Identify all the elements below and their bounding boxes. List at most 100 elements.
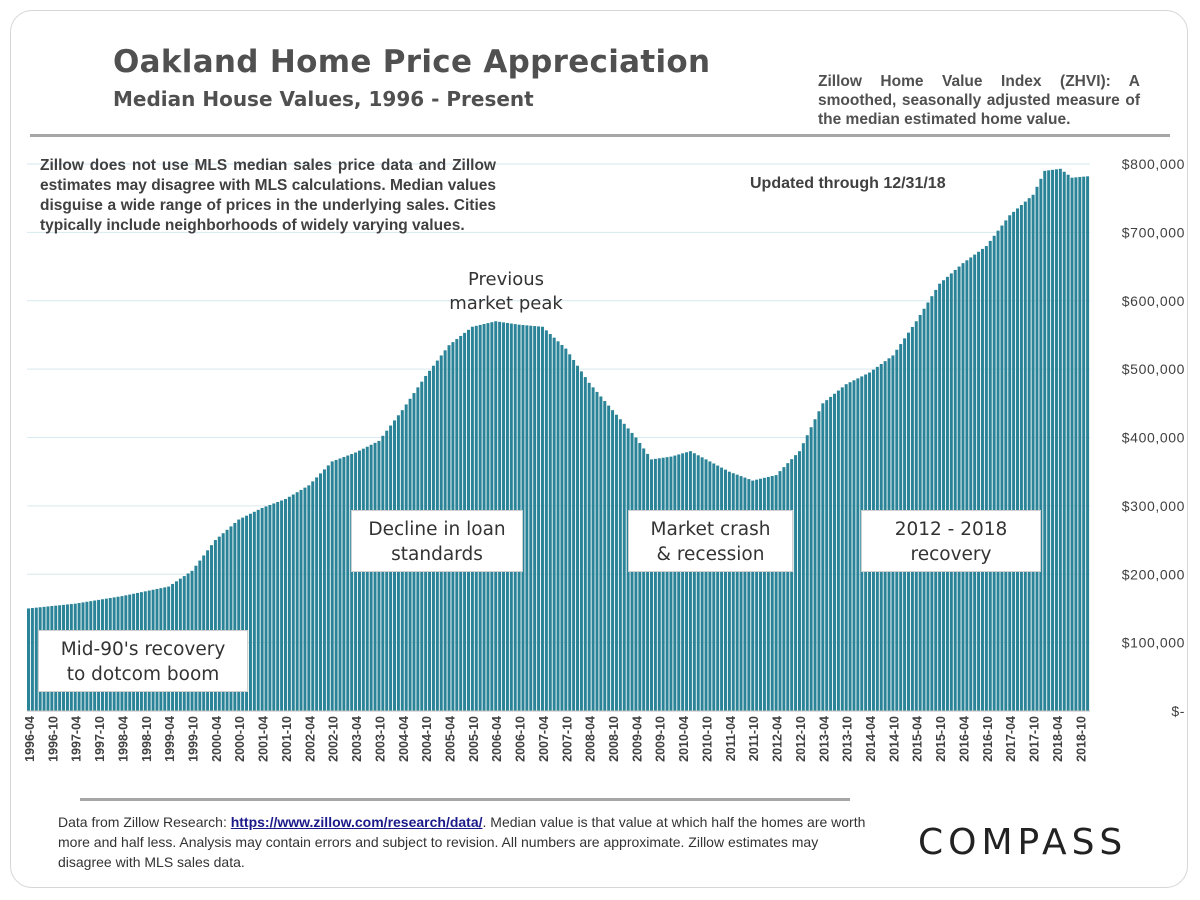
bar (241, 517, 245, 711)
bar (926, 302, 930, 711)
bar (276, 502, 280, 711)
bar (669, 456, 673, 711)
x-tick-label: 1997-04 (70, 716, 84, 762)
bar (599, 396, 603, 711)
bar (685, 452, 689, 711)
bar (973, 254, 977, 711)
x-tick-label: 2016-10 (981, 716, 995, 762)
bar (529, 325, 533, 711)
bar (260, 507, 264, 711)
bar (661, 457, 665, 711)
bar (548, 334, 552, 711)
x-tick-label: 2014-10 (887, 716, 901, 762)
bar (965, 260, 969, 711)
x-tick-label: 2013-04 (817, 716, 831, 762)
x-tick-label: 2015-10 (934, 716, 948, 762)
annotation-line: standards (391, 544, 483, 565)
bar (540, 326, 544, 711)
bar (696, 455, 700, 711)
bar (311, 481, 315, 711)
bar (852, 380, 856, 711)
x-tick-label: 2000-10 (233, 716, 247, 762)
x-tick-label: 2015-04 (911, 716, 925, 762)
bar (1008, 215, 1012, 711)
x-tick-label: 1999-10 (186, 716, 200, 762)
bar (821, 403, 825, 711)
x-tick-label: 1998-10 (140, 716, 154, 762)
bar (727, 471, 731, 711)
bar (377, 440, 381, 711)
x-tick-label: 2016-04 (957, 716, 971, 762)
bar (568, 354, 572, 711)
zillow-research-link[interactable]: https://www.zillow.com/research/data/ (230, 814, 483, 830)
bar (813, 419, 817, 711)
annotation-line: 2012 - 2018 (894, 519, 1008, 540)
bar (27, 608, 30, 711)
page-subtitle: Median House Values, 1996 - Present (113, 87, 534, 111)
bar (677, 454, 681, 711)
bar (611, 410, 615, 711)
x-tick-label: 2018-04 (1051, 716, 1065, 762)
bar (1066, 174, 1070, 711)
bar (552, 337, 556, 711)
bar (766, 476, 770, 711)
x-tick-label: 2010-04 (677, 716, 691, 762)
bar (560, 344, 564, 711)
bar (809, 427, 813, 711)
annotation-line: Previous (467, 269, 545, 290)
bar (579, 371, 583, 711)
bar (354, 452, 358, 711)
bar (720, 467, 724, 711)
bar (770, 476, 774, 711)
bar (797, 451, 801, 711)
bar (338, 458, 342, 711)
bar (272, 503, 276, 711)
y-tick-label: $- (1171, 703, 1185, 719)
y-tick-label: $800,000 (1122, 156, 1185, 172)
x-tick-label: 2017-10 (1028, 716, 1042, 762)
bar (1019, 205, 1023, 711)
y-tick-label: $400,000 (1122, 430, 1185, 446)
bar (307, 485, 311, 711)
bar (256, 509, 260, 711)
x-tick-label: 2002-04 (303, 716, 317, 762)
bar (856, 378, 860, 711)
bar (782, 467, 786, 711)
x-tick-label: 2008-04 (584, 716, 598, 762)
bar (614, 414, 618, 711)
bar (957, 266, 961, 711)
bar (716, 465, 720, 711)
bar (217, 536, 221, 711)
bar (34, 607, 38, 711)
bar (213, 540, 217, 711)
bar (778, 471, 782, 711)
bar (747, 479, 751, 711)
bar (1039, 178, 1043, 711)
x-tick-label: 2009-04 (630, 716, 644, 762)
x-tick-label: 2002-10 (327, 716, 341, 762)
x-tick-label: 2009-10 (654, 716, 668, 762)
bar (755, 479, 759, 711)
source-prefix: Data from Zillow Research: (58, 814, 231, 830)
page-title: Oakland Home Price Appreciation (113, 44, 711, 80)
annotation-line: & recession (656, 544, 765, 565)
bar (681, 453, 685, 711)
bar (303, 487, 307, 711)
x-tick-label: 2000-04 (210, 716, 224, 762)
bar (825, 400, 829, 711)
bar (556, 341, 560, 711)
y-tick-label: $100,000 (1122, 635, 1185, 651)
source-suffix: . Median value is that value at which ha… (58, 814, 866, 870)
bar (315, 477, 319, 711)
bar (992, 235, 996, 712)
bar (583, 377, 587, 711)
bar (237, 519, 241, 711)
bar (607, 405, 611, 711)
bar (829, 396, 833, 711)
bar (283, 499, 287, 711)
updated-note: Updated through 12/31/18 (750, 175, 946, 192)
annotation-line: Mid-90's recovery (60, 639, 226, 660)
bar (774, 475, 778, 711)
bar (268, 504, 272, 711)
